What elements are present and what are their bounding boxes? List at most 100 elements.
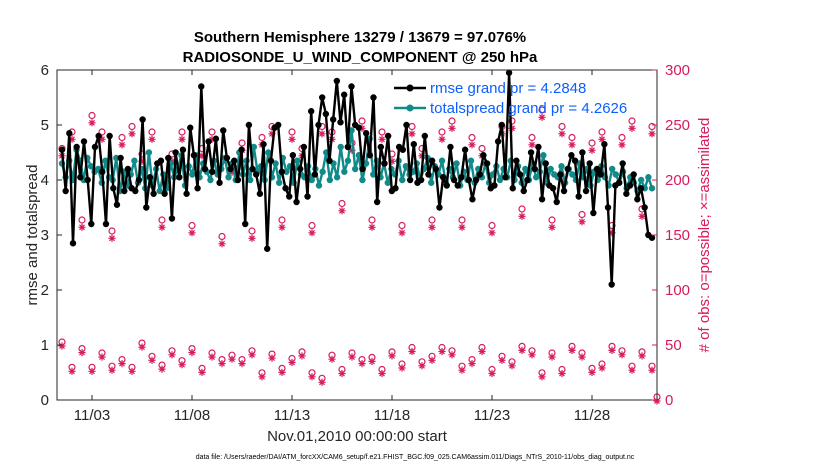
obs-possible-marker xyxy=(588,139,596,147)
rmse-point xyxy=(161,190,168,197)
y-axis-ticks: 0 1 2 3 4 5 6 xyxy=(41,62,62,409)
totalspread-point xyxy=(272,160,279,167)
obs-assimilated-marker xyxy=(198,368,206,376)
y-axis-label: rmse and totalspread xyxy=(24,165,41,306)
y-tick-label: 5 xyxy=(41,117,49,134)
obs-assimilated-marker xyxy=(288,358,296,367)
rmse-point xyxy=(615,179,623,186)
obs-possible-marker xyxy=(358,117,366,125)
rmse-point xyxy=(560,187,568,195)
rmse-point xyxy=(318,94,326,101)
obs-assimilated-marker xyxy=(218,240,226,248)
obs-assimilated-marker xyxy=(488,369,496,378)
legend-spread-marker xyxy=(406,104,414,112)
rmse-point xyxy=(69,240,77,247)
obs-assimilated-marker xyxy=(468,360,476,368)
totalspread-point xyxy=(532,174,540,181)
data-file-footnote: data file: /Users/raeder/DAI/ATM_forcXX/… xyxy=(196,454,635,461)
rmse-point xyxy=(509,185,516,192)
rmse-point xyxy=(461,146,469,153)
obs-assimilated-marker xyxy=(148,135,156,143)
obs-assimilated-marker xyxy=(368,223,376,231)
rmse-point xyxy=(223,154,231,162)
obs-possible-marker xyxy=(438,128,446,136)
obs-assimilated-marker xyxy=(518,212,526,220)
obs-assimilated-marker xyxy=(388,157,396,165)
rmse-point xyxy=(370,94,377,101)
obs-assimilated-marker xyxy=(528,351,536,359)
obs-assimilated-marker xyxy=(588,146,596,154)
totalspread-point xyxy=(608,165,616,173)
rmse-point xyxy=(282,185,289,192)
legend-rmse-marker xyxy=(406,84,414,92)
rmse-point xyxy=(381,160,388,167)
obs-possible-marker xyxy=(338,199,346,208)
obs-assimilated-marker xyxy=(408,130,416,138)
rmse-point xyxy=(535,143,542,151)
totalspread-point xyxy=(637,176,645,184)
obs-assimilated-marker xyxy=(378,135,386,143)
obs-possible-marker xyxy=(568,133,576,142)
obs-assimilated-marker xyxy=(508,362,516,370)
rmse-point xyxy=(311,171,319,178)
rmse-point xyxy=(458,174,465,181)
obs-assimilated-marker xyxy=(538,113,546,121)
rmse-point xyxy=(253,171,260,178)
rmse-point xyxy=(579,149,586,156)
obs-possible-marker xyxy=(158,216,166,224)
rmse-point xyxy=(256,190,264,197)
obs-assimilated-marker xyxy=(608,346,616,354)
obs-assimilated-marker xyxy=(138,343,146,351)
y-right-tick-label: 250 xyxy=(665,117,690,134)
totalspread-point xyxy=(399,176,406,184)
totalspread-point xyxy=(359,176,366,184)
totalspread-point xyxy=(337,143,344,151)
rmse-point xyxy=(179,146,187,153)
obs-assimilated-marker xyxy=(298,352,306,360)
obs-possible-marker xyxy=(428,216,436,224)
obs-assimilated-marker xyxy=(188,349,196,357)
rmse-point xyxy=(590,209,597,217)
obs-possible-marker xyxy=(98,128,106,136)
y-tick-label: 4 xyxy=(41,172,49,189)
obs-possible-marker xyxy=(108,227,116,235)
rmse-point xyxy=(296,165,304,173)
obs-assimilated-marker xyxy=(158,365,166,373)
rmse-point xyxy=(91,143,99,151)
rmse-point xyxy=(516,171,524,178)
rmse-point xyxy=(278,168,286,175)
rmse-point xyxy=(165,154,172,162)
obs-assimilated-marker xyxy=(358,360,366,368)
rmse-point xyxy=(242,220,249,228)
rmse-point xyxy=(421,132,428,140)
y-tick-label: 2 xyxy=(41,282,49,299)
totalspread-point xyxy=(156,187,163,195)
totalspread-point xyxy=(467,157,475,164)
obs-assimilated-marker xyxy=(598,135,606,143)
rmse-point xyxy=(329,116,337,123)
totalspread-point xyxy=(250,143,258,151)
rmse-point xyxy=(267,157,275,164)
rmse-point xyxy=(571,157,579,164)
obs-assimilated-marker xyxy=(368,357,376,365)
rmse-point xyxy=(575,193,582,200)
rmse-point xyxy=(494,138,502,145)
obs-assimilated-marker xyxy=(228,168,236,176)
rmse-point xyxy=(106,132,113,140)
y-right-tick-label: 150 xyxy=(665,227,690,244)
rmse-point xyxy=(564,165,571,173)
rmse-point xyxy=(619,160,626,167)
totalspread-point xyxy=(131,157,138,164)
obs-assimilated-marker xyxy=(308,229,316,237)
rmse-point xyxy=(238,146,245,153)
totalspread-point xyxy=(102,157,109,164)
totalspread-point xyxy=(315,182,323,189)
obs-possible-marker xyxy=(128,122,136,131)
x-tick-label: 11/03 xyxy=(74,407,110,424)
rmse-point xyxy=(648,234,656,241)
obs-possible-marker xyxy=(618,133,626,142)
rmse-point xyxy=(157,157,165,164)
obs-assimilated-marker xyxy=(438,135,446,143)
y-right-tick-label: 0 xyxy=(665,392,673,409)
rmse-point xyxy=(520,187,527,195)
